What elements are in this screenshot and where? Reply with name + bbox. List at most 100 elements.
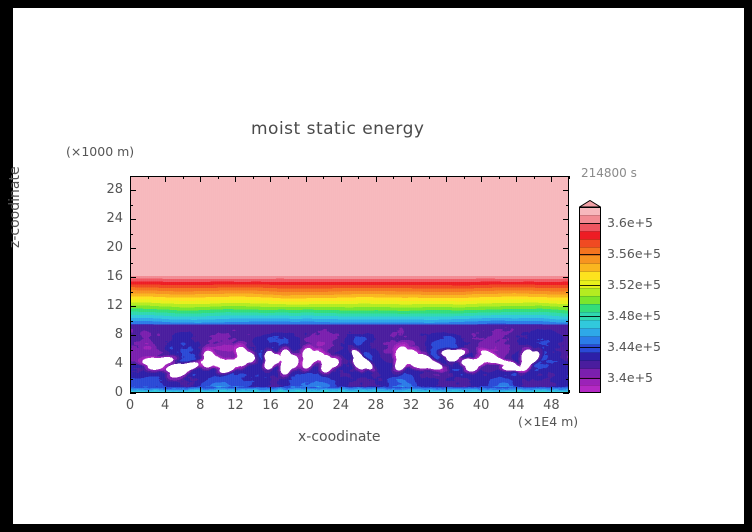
y-tick bbox=[130, 335, 136, 337]
y-tick-right bbox=[563, 364, 569, 366]
x-tick-top bbox=[446, 176, 448, 182]
y-minor-tick-right bbox=[566, 320, 569, 322]
x-minor-tick bbox=[217, 390, 219, 393]
x-minor-tick-top bbox=[498, 176, 500, 179]
x-tick bbox=[340, 387, 342, 393]
y-minor-tick bbox=[130, 349, 133, 351]
x-minor-tick-top bbox=[533, 176, 535, 179]
x-minor-tick bbox=[498, 390, 500, 393]
x-minor-tick-top bbox=[217, 176, 219, 179]
y-tick-label: 8 bbox=[114, 327, 123, 343]
x-tick-top bbox=[165, 176, 167, 182]
x-tick-label: 40 bbox=[472, 398, 490, 413]
x-tick-top bbox=[235, 176, 237, 182]
colorbar-tick bbox=[579, 378, 601, 379]
x-tick-top bbox=[516, 176, 518, 182]
x-tick-top bbox=[410, 176, 412, 182]
x-tick bbox=[410, 387, 412, 393]
y-minor-tick bbox=[130, 378, 133, 380]
x-minor-tick bbox=[569, 390, 570, 393]
x-minor-tick bbox=[358, 390, 360, 393]
x-tick bbox=[481, 387, 483, 393]
x-minor-tick bbox=[147, 390, 149, 393]
y-tick bbox=[130, 219, 136, 221]
x-minor-tick bbox=[463, 390, 465, 393]
colorbar-tick-label: 3.52e+5 bbox=[607, 276, 661, 292]
x-minor-tick bbox=[393, 390, 395, 393]
x-minor-tick-top bbox=[463, 176, 465, 179]
y-minor-tick bbox=[130, 291, 133, 293]
y-axis-title: z-coodinate bbox=[7, 166, 23, 248]
x-minor-tick-top bbox=[428, 176, 430, 179]
y-tick-label: 28 bbox=[106, 182, 123, 198]
y-tick-label: 16 bbox=[106, 269, 123, 285]
x-tick-top bbox=[340, 176, 342, 182]
y-minor-tick-right bbox=[566, 378, 569, 380]
y-minor-tick bbox=[130, 320, 133, 322]
y-tick bbox=[130, 248, 136, 250]
y-tick bbox=[130, 364, 136, 366]
x-tick bbox=[305, 387, 307, 393]
x-tick bbox=[516, 387, 518, 393]
x-minor-tick-top bbox=[147, 176, 149, 179]
x-tick bbox=[446, 387, 448, 393]
x-tick-label: 24 bbox=[332, 398, 349, 413]
y-tick-label: 24 bbox=[106, 211, 123, 227]
x-tick bbox=[551, 387, 553, 393]
colorbar-tick-label: 3.4e+5 bbox=[607, 369, 653, 385]
y-tick bbox=[130, 393, 136, 394]
x-tick-label: 20 bbox=[297, 398, 314, 413]
colorbar-tick bbox=[579, 254, 601, 255]
x-tick-top bbox=[481, 176, 483, 182]
contour-field bbox=[130, 176, 569, 393]
colorbar-tick-label: 3.56e+5 bbox=[607, 245, 661, 261]
x-tick bbox=[200, 387, 202, 393]
y-tick-right bbox=[563, 277, 569, 279]
timestamp-label: 214800 s bbox=[581, 166, 637, 180]
x-tick-label: 48 bbox=[543, 398, 560, 413]
x-minor-tick bbox=[288, 390, 290, 393]
y-tick-right bbox=[563, 248, 569, 250]
y-minor-tick-right bbox=[566, 262, 569, 264]
x-minor-tick-top bbox=[358, 176, 360, 179]
colorbar-tick bbox=[579, 316, 601, 317]
y-minor-tick bbox=[130, 176, 133, 177]
y-minor-tick-right bbox=[566, 291, 569, 293]
x-minor-tick-top bbox=[323, 176, 325, 179]
x-minor-tick bbox=[182, 390, 184, 393]
colorbar-tick bbox=[579, 347, 601, 348]
x-tick-label: 8 bbox=[196, 398, 205, 413]
y-tick-right bbox=[563, 335, 569, 337]
x-tick bbox=[375, 387, 377, 393]
y-minor-tick bbox=[130, 233, 133, 235]
x-minor-tick-top bbox=[182, 176, 184, 179]
page-title: moist static energy bbox=[251, 119, 425, 139]
colorbar-tick-label: 3.44e+5 bbox=[607, 338, 661, 354]
x-tick-top bbox=[130, 176, 131, 182]
x-minor-tick-top bbox=[252, 176, 254, 179]
y-tick-right bbox=[563, 306, 569, 308]
y-minor-tick bbox=[130, 262, 133, 264]
x-axis-unit-label: (×1E4 m) bbox=[518, 414, 579, 429]
contour-plot bbox=[130, 176, 569, 393]
x-tick-top bbox=[200, 176, 202, 182]
x-tick-top bbox=[551, 176, 553, 182]
y-tick-right bbox=[563, 393, 569, 394]
x-tick-label: 44 bbox=[508, 398, 525, 413]
x-tick-label: 28 bbox=[367, 398, 385, 413]
colorbar[interactable]: 3.6e+5 3.56e+5 3.52e+5 3.48e+5 3.44e+5 3.4e+5 bbox=[579, 200, 669, 400]
colorbar-gradient bbox=[579, 200, 601, 393]
y-tick-label: 12 bbox=[106, 298, 123, 314]
x-tick bbox=[270, 387, 272, 393]
y-tick bbox=[130, 306, 136, 308]
plot-canvas-area: moist static energy (×1000 m) 214800 s z… bbox=[7, 8, 744, 524]
y-minor-tick-right bbox=[566, 204, 569, 206]
y-minor-tick-right bbox=[566, 349, 569, 351]
y-tick-label: 4 bbox=[114, 356, 123, 372]
x-minor-tick bbox=[252, 390, 254, 393]
colorbar-tick bbox=[579, 285, 601, 286]
colorbar-tick-label: 3.6e+5 bbox=[607, 214, 653, 230]
y-tick bbox=[130, 190, 136, 192]
x-minor-tick-top bbox=[569, 176, 570, 179]
